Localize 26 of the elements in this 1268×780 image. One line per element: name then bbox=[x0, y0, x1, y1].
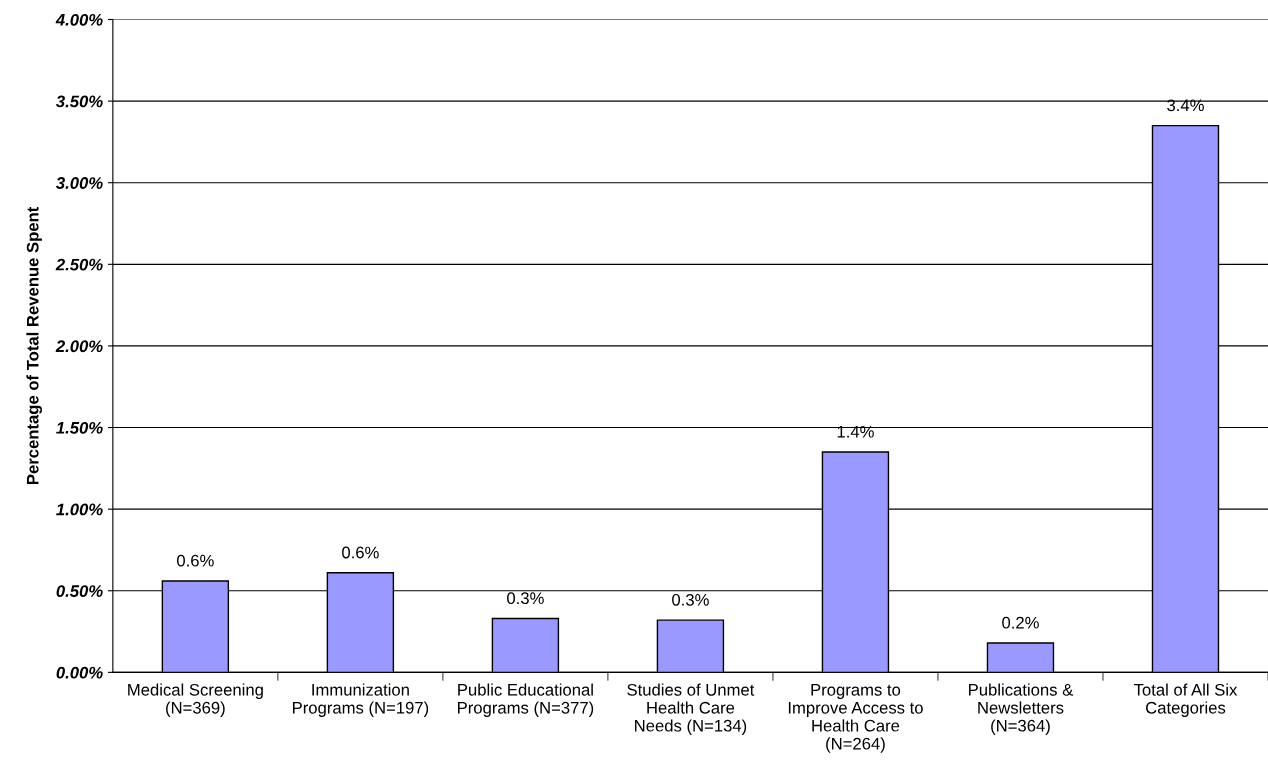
data-label: 0.2% bbox=[1002, 616, 1039, 629]
y-tick-label: 2.50% bbox=[55, 258, 103, 271]
x-tick-label: Total of All Six Categories bbox=[1133, 683, 1238, 717]
y-tick-label: 1.00% bbox=[56, 503, 103, 516]
data-label: 0.3% bbox=[507, 592, 544, 605]
x-tick-label: Public Educational Programs (N=377) bbox=[458, 683, 594, 717]
bar bbox=[986, 642, 1055, 673]
data-label: 0.3% bbox=[672, 593, 709, 606]
y-tick-label: 1.50% bbox=[56, 421, 103, 434]
y-tick-label: 4.00% bbox=[55, 13, 103, 26]
bar bbox=[491, 617, 560, 673]
x-tick-label: Programs to Improve Access to Health Care (N=264) bbox=[788, 684, 923, 753]
x-tick-label: Medical Screening (N=369) bbox=[128, 683, 263, 717]
data-label: 0.6% bbox=[177, 554, 214, 567]
y-tick-label: 0.00% bbox=[56, 666, 103, 679]
y-tick-label: 3.50% bbox=[56, 95, 103, 108]
y-axis-title: Percentage of Total Revenue Spent bbox=[26, 206, 42, 485]
y-tick-label: 2.00% bbox=[55, 340, 103, 353]
y-tick-label: 0.50% bbox=[56, 585, 103, 597]
x-tick-label: Immunization Programs (N=197) bbox=[292, 683, 429, 717]
data-label: 0.6% bbox=[342, 546, 379, 559]
y-tick-label: 3.00% bbox=[56, 177, 103, 189]
x-tick-label: Publications & Newsletters (N=364) bbox=[969, 683, 1074, 735]
bar bbox=[656, 619, 725, 673]
data-label: 3.4% bbox=[1167, 99, 1204, 112]
x-tick-label: Studies of Unmet Health Care Needs (N=134) bbox=[627, 683, 755, 735]
